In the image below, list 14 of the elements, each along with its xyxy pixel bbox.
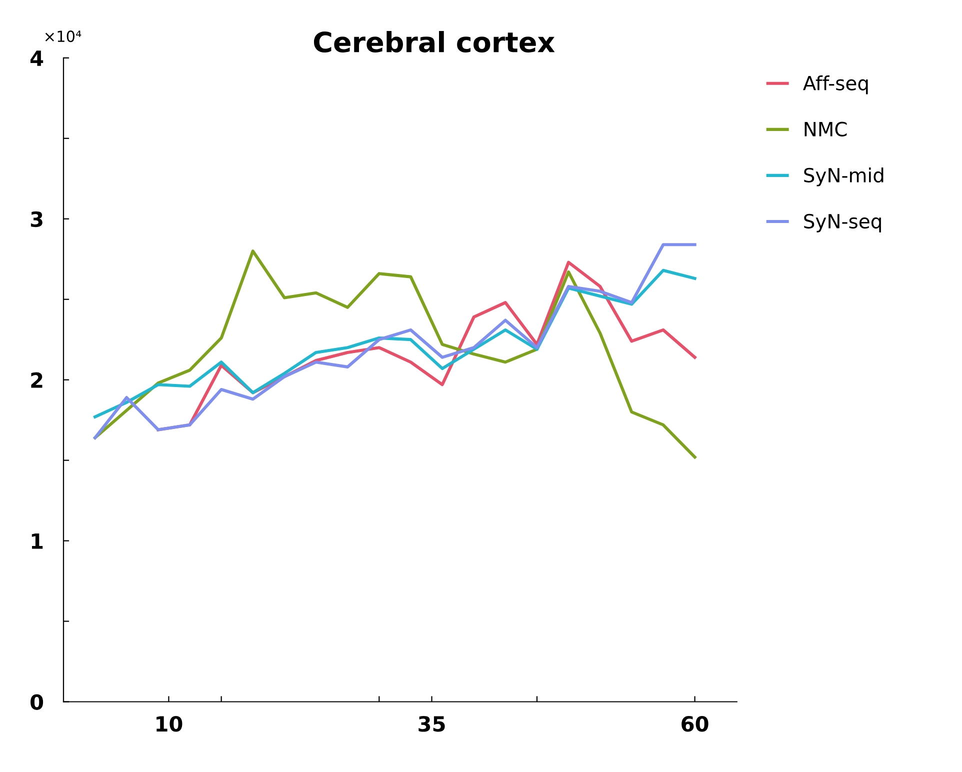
- text: ×10⁴: [45, 30, 82, 42]
- y-tick-label: 2: [31, 372, 42, 388]
- x-tick-label: 10: [156, 716, 182, 732]
- y-tick-label: 4: [30, 50, 44, 66]
- y-tick-label: 1: [32, 534, 43, 549]
- x-tick-label: 35: [418, 716, 445, 732]
- legend-label: SyN-seq: [804, 214, 881, 232]
- legend-label: NMC: [804, 122, 847, 136]
- chart-title: Cerebral cortex: [314, 31, 555, 53]
- y-tick-label: 3: [30, 211, 42, 228]
- legend-label: SyN-mid: [804, 167, 884, 186]
- legend-label: Aff-seq: [803, 75, 868, 94]
- y-tick-label: 0: [30, 694, 44, 710]
- x-tick-label: 60: [682, 716, 708, 732]
